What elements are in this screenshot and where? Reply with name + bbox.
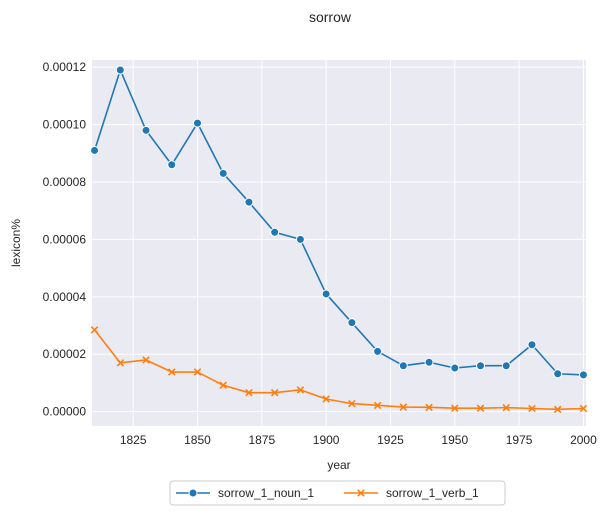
- legend-item: sorrow_1_noun_1: [176, 486, 314, 500]
- data-point: [116, 359, 125, 367]
- y-axis-label: lexicon%: [9, 219, 23, 267]
- series-sorrow_1_verb_1: [90, 326, 588, 414]
- marker-stroke: [296, 386, 305, 394]
- marker-stroke: [219, 381, 227, 390]
- x-tick-label: 1925: [377, 433, 404, 447]
- marker-stroke: [116, 359, 125, 367]
- data-point: [193, 368, 202, 376]
- data-point: [528, 404, 536, 413]
- marker-stroke: [193, 368, 202, 376]
- y-tick-label: 0.00004: [43, 290, 87, 304]
- series-sorrow_1_noun_1: [90, 65, 588, 380]
- marker-stroke: [167, 368, 176, 376]
- data-point: [270, 388, 279, 397]
- x-axis-label: year: [327, 458, 350, 472]
- plot-area: [92, 60, 586, 426]
- x-tick-label: 1850: [184, 433, 211, 447]
- data-point: [373, 346, 383, 356]
- data-point: [167, 368, 176, 376]
- data-point: [270, 227, 280, 237]
- data-point: [167, 160, 177, 170]
- marker-stroke: [451, 404, 459, 412]
- x-axis-ticks: 1825 1850 1875 1900 1925 1950 1975 2000: [120, 433, 597, 447]
- data-point: [192, 118, 202, 128]
- data-point: [90, 145, 100, 155]
- marker-stroke: [322, 395, 330, 403]
- legend-box: [169, 480, 506, 506]
- y-tick-label: 0.00012: [43, 60, 87, 74]
- x-tick-label: 1825: [120, 433, 147, 447]
- data-point: [245, 388, 253, 397]
- data-point: [296, 386, 305, 394]
- data-point: [322, 395, 330, 403]
- y-tick-label: 0.00002: [43, 347, 87, 361]
- marker-stroke: [90, 326, 99, 334]
- data-point: [425, 403, 433, 412]
- data-point: [527, 340, 537, 350]
- data-point: [398, 361, 408, 371]
- marker-stroke: [579, 404, 588, 413]
- marker-stroke: [357, 489, 365, 497]
- marker-stroke: [270, 388, 279, 397]
- y-axis-ticks: 0.00000 0.00002 0.00004 0.00006 0.00008 0.000…: [43, 60, 87, 418]
- marker-stroke: [528, 404, 536, 413]
- data-point: [450, 363, 460, 373]
- data-point: [219, 381, 227, 390]
- marker-stroke: [502, 403, 511, 412]
- marker-stroke: [348, 399, 356, 408]
- marker-stroke: [373, 401, 382, 410]
- grid-lines: [92, 60, 586, 426]
- y-tick-label: 0.00008: [43, 175, 87, 189]
- data-point: [579, 404, 588, 413]
- y-tick-label: 0.00006: [43, 232, 87, 246]
- legend-item: sorrow_1_verb_1: [344, 486, 479, 500]
- data-point: [553, 405, 562, 414]
- x-tick-label: 1875: [248, 433, 275, 447]
- data-point: [141, 125, 151, 135]
- data-point: [502, 403, 511, 412]
- data-point: [142, 356, 150, 364]
- legend: sorrow_1_noun_1 sorrow_1_verb_1: [169, 480, 506, 506]
- data-point: [451, 404, 459, 412]
- data-point: [321, 289, 331, 299]
- marker-stroke: [425, 403, 433, 412]
- data-point: [476, 361, 486, 371]
- legend-label: sorrow_1_noun_1: [218, 486, 314, 500]
- marker-stroke: [245, 388, 253, 397]
- series-line: [93, 329, 584, 411]
- y-tick-label: 0.00010: [43, 118, 87, 132]
- data-point: [348, 399, 356, 408]
- data-point: [347, 318, 357, 328]
- data-point: [373, 401, 382, 410]
- data-point: [399, 403, 408, 411]
- legend-marker: [188, 488, 198, 498]
- marker-stroke: [399, 403, 408, 411]
- data-point: [295, 234, 305, 244]
- y-tick-label: 0.00000: [43, 405, 87, 419]
- marker-stroke: [476, 404, 485, 412]
- legend-marker: [357, 489, 365, 497]
- data-point: [476, 404, 485, 412]
- legend-label: sorrow_1_verb_1: [386, 486, 479, 500]
- chart-title: sorrow: [309, 9, 352, 25]
- series-layer: [90, 65, 588, 414]
- x-tick-label: 1900: [313, 433, 340, 447]
- data-point: [244, 197, 254, 207]
- data-point: [424, 357, 434, 367]
- data-point: [553, 369, 563, 379]
- marker-stroke: [142, 356, 150, 364]
- x-tick-label: 2000: [570, 433, 597, 447]
- data-point: [501, 361, 511, 371]
- data-point: [90, 326, 99, 334]
- data-point: [115, 65, 125, 75]
- x-tick-label: 1975: [506, 433, 533, 447]
- data-point: [218, 168, 228, 178]
- marker-stroke: [553, 405, 562, 414]
- data-point: [578, 370, 588, 380]
- x-tick-label: 1950: [441, 433, 468, 447]
